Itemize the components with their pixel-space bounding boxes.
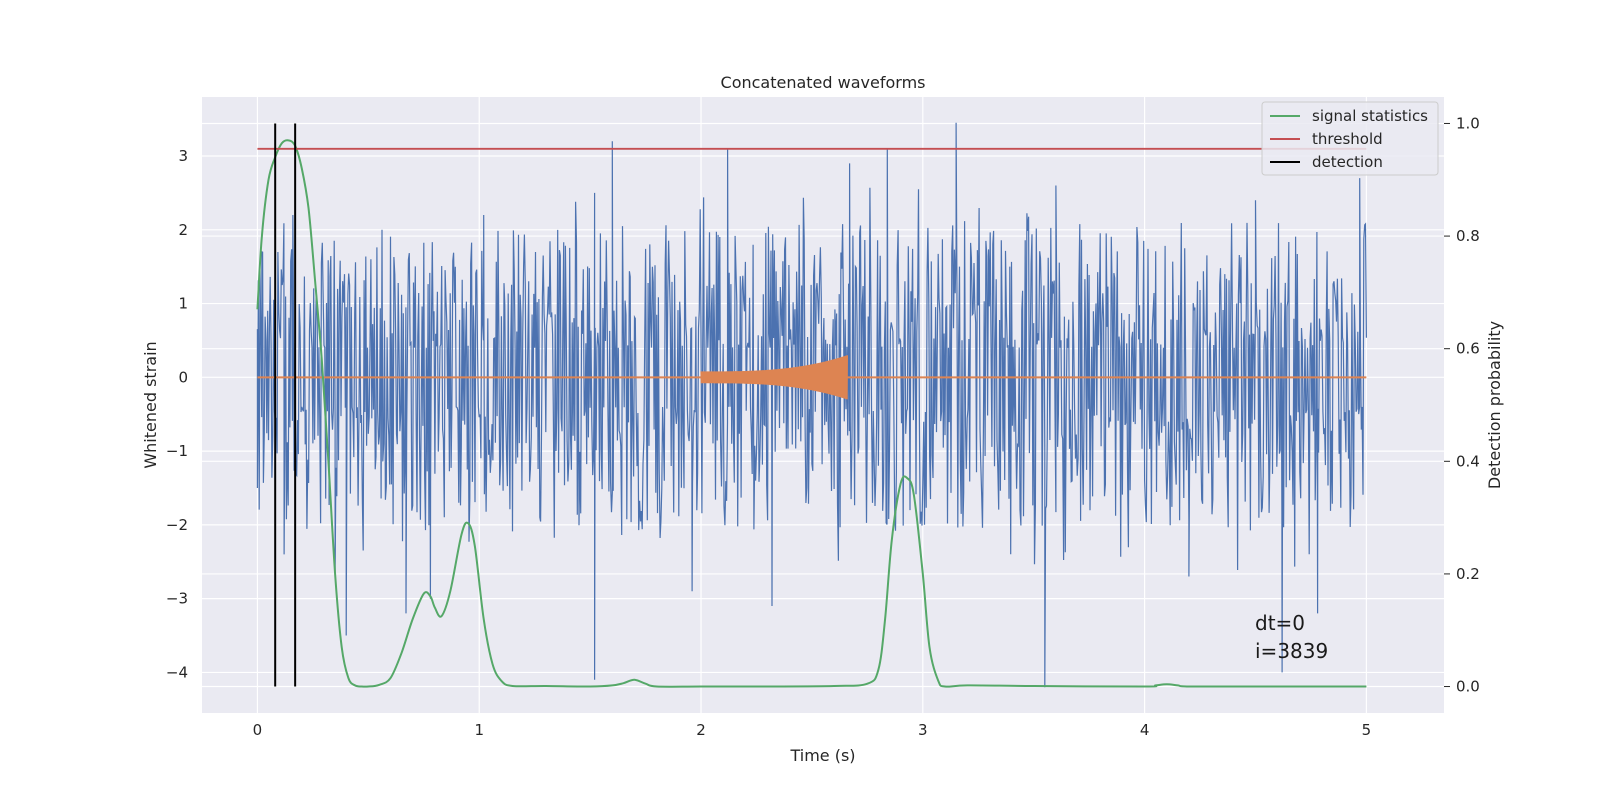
legend-label-threshold: threshold bbox=[1312, 130, 1383, 148]
y-axis-label: Whitened strain bbox=[141, 341, 160, 468]
y-tick-label: −3 bbox=[166, 590, 188, 608]
legend: signal statistics threshold detection bbox=[1261, 101, 1439, 176]
y-tick-label: −4 bbox=[166, 663, 188, 681]
x-axis-label: Time (s) bbox=[789, 746, 855, 765]
y-axis-ticks: −4 −3 −2 −1 0 1 2 3 bbox=[166, 147, 188, 681]
legend-box bbox=[1261, 101, 1439, 176]
detection-lines bbox=[274, 123, 297, 687]
y-tick-label: −2 bbox=[166, 516, 188, 534]
x-tick-label: 2 bbox=[696, 721, 706, 739]
x-axis-ticks: 0 1 2 3 4 5 bbox=[253, 721, 1371, 739]
x-tick-label: 1 bbox=[474, 721, 484, 739]
y2-tick-label: 0.2 bbox=[1456, 565, 1480, 583]
legend-label-detection: detection bbox=[1312, 153, 1383, 171]
y2-tick-label: 0.6 bbox=[1456, 340, 1480, 358]
series-whitened-strain bbox=[256, 122, 1367, 688]
x-tick-label: 4 bbox=[1140, 721, 1150, 739]
x-tick-label: 3 bbox=[918, 721, 928, 739]
y2-tick-label: 0.8 bbox=[1456, 227, 1480, 245]
y-tick-label: −1 bbox=[166, 442, 188, 460]
y2-axis-label: Detection probability bbox=[1485, 321, 1504, 489]
y2-axis-ticks: 0.0 0.2 0.4 0.6 0.8 1.0 bbox=[1444, 114, 1480, 696]
series-injected-waveform bbox=[700, 355, 848, 400]
y2-tick-label: 1.0 bbox=[1456, 114, 1480, 132]
legend-label-signal-statistics: signal statistics bbox=[1312, 107, 1428, 125]
y-tick-label: 3 bbox=[178, 147, 188, 165]
y-tick-label: 1 bbox=[178, 295, 188, 313]
chart-title: Concatenated waveforms bbox=[721, 73, 926, 92]
y-tick-label: 2 bbox=[178, 221, 188, 239]
y2-tick-label: 0.0 bbox=[1456, 678, 1480, 696]
annotation-index: i=3839 bbox=[1255, 639, 1328, 663]
series-signal-statistics bbox=[256, 139, 1367, 688]
y-tick-label: 0 bbox=[178, 368, 188, 386]
y2-tick-label: 0.4 bbox=[1456, 452, 1480, 470]
x-tick-label: 0 bbox=[253, 721, 263, 739]
annotation-dt: dt=0 bbox=[1255, 611, 1305, 635]
x-tick-label: 5 bbox=[1362, 721, 1372, 739]
